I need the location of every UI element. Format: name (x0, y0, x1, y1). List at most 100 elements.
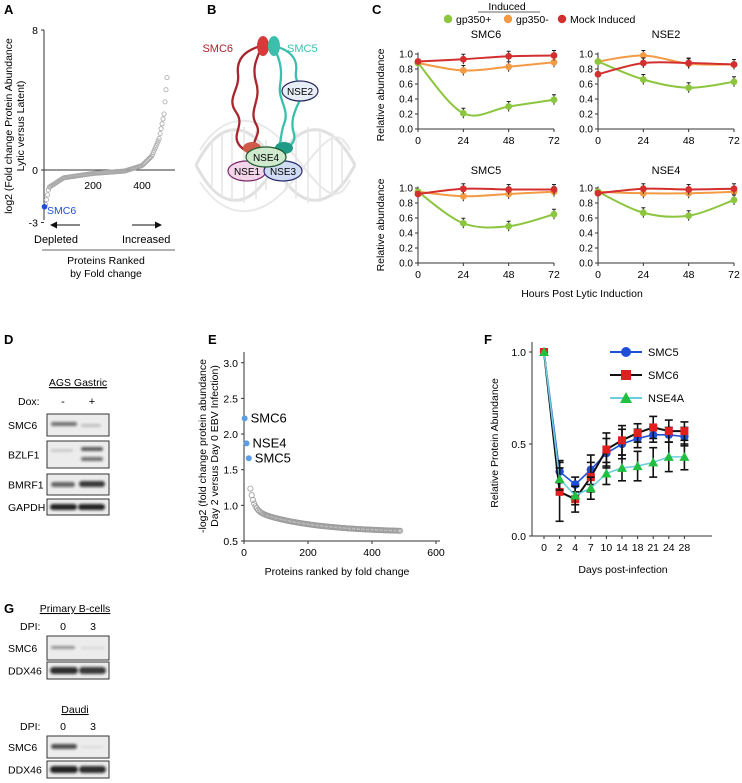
panel-f: F Relative Protein Abundance 0.00.51.00 2… (484, 332, 712, 576)
panel-g-lane-label: 3 (90, 721, 96, 733)
nse2-subunit (281, 80, 319, 102)
panel-d-blot (46, 413, 110, 437)
panel-f-legend-label: SMC5 (648, 347, 679, 359)
panel-e-ytick-label: 2.0 (223, 429, 238, 441)
panel-a-xlabel-1: Proteins Ranked (67, 255, 145, 267)
panel-c-subplot-nse4: NSE4 0.0 0.2 0.4 0.6 0.8 1.0 0 24 48 72 (579, 165, 740, 281)
nse4-subunit (245, 146, 287, 168)
series-point-gp350_pos (459, 219, 467, 227)
panel-e-ytick-label: 0.5 (223, 536, 238, 548)
panel-f-xtick-label: 24 (663, 542, 675, 554)
subplot-xtick-label: 48 (503, 269, 515, 281)
panel-d-row-label: GAPDH (8, 502, 45, 514)
legend-gp350-neg-marker (503, 14, 513, 24)
panel-g-row-label: SMC6 (8, 643, 37, 655)
panel-c-xlabel: Hours Post Lytic Induction (521, 288, 643, 300)
smc5-label: SMC5 (287, 43, 318, 55)
panel-a-ylabel-1: log2 (Fold change Protein Abundance (3, 38, 15, 214)
series-line-gp350_pos (597, 60, 735, 89)
panel-a-point (163, 87, 169, 93)
panel-g-lane-label: 0 (60, 621, 66, 633)
panel-a-letter: A (4, 2, 14, 17)
panel-f-xtick-label: 21 (647, 542, 659, 554)
panel-a-y-ticks: 8 0 -3 (29, 25, 44, 230)
series-line-mock (417, 187, 555, 195)
series-point-gp350_neg (459, 67, 467, 74)
series-point-mock (594, 189, 602, 197)
panel-e-xtick-label: 200 (299, 547, 317, 559)
panel-d: D AGS Gastric Dox: - + SMC6 BZLF1 BMRF1 GAP… (4, 332, 110, 516)
panel-f-legend-marker (621, 347, 631, 357)
subplot-ytick-label: 0.0 (579, 259, 593, 270)
blot-band (79, 481, 105, 487)
series-point-gp350_neg (459, 192, 467, 200)
blot-band (51, 744, 77, 749)
nse4-label: NSE4 (253, 153, 280, 164)
series-point-mock (505, 186, 513, 193)
panel-e-letter: E (208, 332, 217, 347)
panel-e-ytick-label: 1.0 (223, 500, 238, 512)
blot-band (79, 667, 106, 674)
subplot-title: NSE2 (652, 29, 681, 41)
panel-d-row-label: BZLF1 (8, 450, 40, 462)
subplot-ytick-label: 0.6 (579, 214, 593, 225)
series-point-gp350_pos (639, 209, 647, 217)
panel-c-legend-title: Induced (488, 1, 526, 13)
panel-f-marker-smc6 (618, 436, 626, 445)
panel-e-ylabel-2: Day 2 versus Day 0 EBV Infection) (209, 365, 221, 527)
blot-frame (46, 473, 110, 496)
subplot-title: SMC5 (471, 165, 502, 177)
panel-g-lane-label: 0 (60, 721, 66, 733)
panel-c-subplot-nse2: NSE2 0.0 0.2 0.4 0.6 0.8 1.0 0 24 48 72 (579, 29, 740, 147)
panel-e-xtick-label: 600 (427, 547, 445, 559)
panel-a-point (158, 126, 164, 132)
subplot-ytick-label: 0.6 (579, 80, 593, 91)
smc5-arm-inner (271, 45, 287, 149)
panel-a-xlabel-2: by Fold change (70, 268, 142, 280)
panel-d-blot (46, 498, 110, 516)
panel-g-lane-label: 3 (90, 621, 96, 633)
panel-f-marker-nse4a (601, 468, 612, 478)
blot-band (50, 766, 78, 773)
series-point-mock (594, 70, 602, 78)
panel-f-xtick-label: 4 (572, 542, 578, 554)
panel-e-point (249, 497, 256, 504)
legend-gp350-neg: gp350- (516, 14, 549, 26)
panel-f-marker-nse4a (570, 490, 581, 500)
panel-d-dox-label: Dox: (18, 396, 40, 408)
series-line-gp350_neg (597, 190, 735, 195)
series-point-gp350_pos (730, 196, 738, 204)
blot-band (51, 449, 73, 452)
panel-g-row-label: SMC6 (8, 742, 37, 754)
panel-a-point (155, 138, 161, 144)
blot-band (81, 424, 101, 427)
panel-c-subplot-smc6: SMC6 0.0 0.2 0.4 0.6 0.8 1.0 0 24 48 72 (399, 29, 560, 147)
panel-b-letter: B (207, 2, 216, 17)
panel-f-marker-nse4a (648, 457, 659, 467)
series-point-mock (639, 59, 647, 67)
blot-band (51, 482, 75, 487)
series-point-mock (414, 190, 422, 198)
panel-g-blot (46, 735, 110, 759)
panel-f-legend: SMC5 SMC6 NSE4A (610, 347, 685, 405)
subplot-ytick-label: 0.0 (399, 125, 413, 136)
subplot-ytick-label: 0.2 (399, 244, 413, 255)
panel-a-point (150, 149, 156, 155)
panel-f-xlabel: Days post-infection (578, 564, 667, 576)
panel-d-blot (46, 440, 110, 469)
panel-f-xtick-label: 0 (541, 542, 547, 554)
subplot-ytick-label: 0.0 (399, 259, 413, 270)
subplot-xtick-label: 24 (457, 135, 469, 147)
panel-e-xlabel: Proteins ranked by fold change (265, 566, 410, 578)
subplot-ytick-label: 0.2 (579, 110, 593, 121)
panel-a-point (159, 121, 165, 127)
panel-g-dpi-label: DPI: (20, 721, 40, 733)
series-point-mock (550, 186, 558, 193)
legend-mock: Mock Induced (570, 14, 636, 26)
panel-a-point (157, 131, 163, 137)
series-point-mock (459, 55, 467, 63)
panel-f-line (543, 351, 685, 497)
panel-f-legend-marker (620, 392, 632, 403)
blot-band (50, 504, 77, 510)
panel-d-row-label: BMRF1 (8, 480, 44, 492)
